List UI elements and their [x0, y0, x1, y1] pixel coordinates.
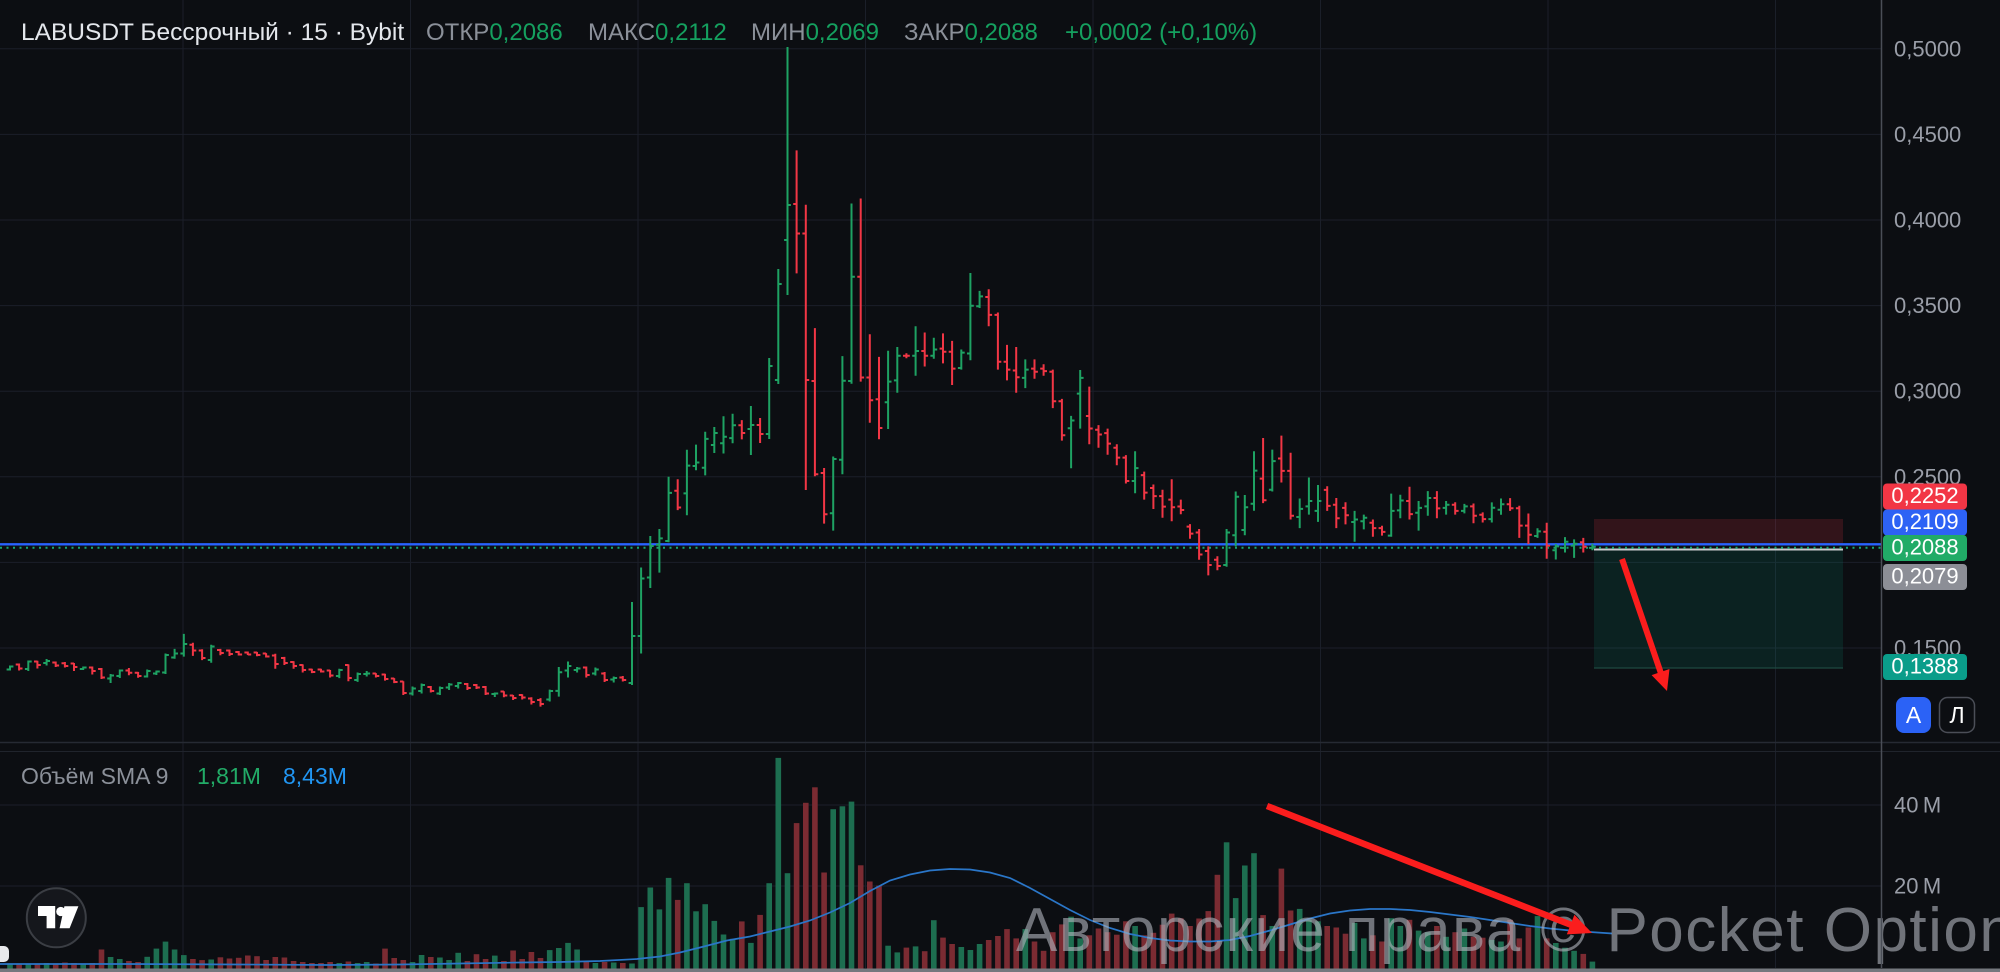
svg-text:0,1388: 0,1388 — [1891, 654, 1958, 679]
svg-text:0,3000: 0,3000 — [1894, 379, 1961, 404]
svg-text:40 М: 40 М — [1894, 793, 1941, 818]
svg-text:Л: Л — [1949, 702, 1964, 728]
svg-text:Авторские права © Pocket Optio: Авторские права © Pocket Option — [1016, 896, 2000, 965]
svg-text:0,2109: 0,2109 — [1891, 509, 1958, 534]
svg-text:А: А — [1906, 702, 1922, 728]
svg-text:0,4500: 0,4500 — [1894, 122, 1961, 147]
svg-text:0,2079: 0,2079 — [1891, 564, 1958, 589]
svg-text:0,2088: 0,2088 — [1891, 535, 1958, 560]
svg-text:0,2252: 0,2252 — [1891, 483, 1958, 508]
svg-text:МАКС0,2112: МАКС0,2112 — [588, 19, 727, 46]
svg-text:1,81М: 1,81М — [197, 763, 261, 789]
svg-text:8,43М: 8,43М — [283, 763, 347, 789]
svg-text:ОТКР0,2086: ОТКР0,2086 — [426, 19, 563, 46]
svg-text:ЗАКР0,2088: ЗАКР0,2088 — [904, 19, 1038, 46]
svg-text:0,3500: 0,3500 — [1894, 293, 1961, 318]
svg-text:Объём SMA 9: Объём SMA 9 — [21, 763, 168, 789]
svg-text:20 М: 20 М — [1894, 874, 1941, 899]
svg-text:МИН0,2069: МИН0,2069 — [751, 19, 879, 46]
svg-text:LABUSDT Бессрочный · 15 · Bybi: LABUSDT Бессрочный · 15 · Bybit — [21, 19, 404, 46]
svg-text:0,5000: 0,5000 — [1894, 36, 1961, 61]
svg-text:+0,0002 (+0,10%): +0,0002 (+0,10%) — [1065, 19, 1257, 46]
svg-text:0,4000: 0,4000 — [1894, 208, 1961, 233]
